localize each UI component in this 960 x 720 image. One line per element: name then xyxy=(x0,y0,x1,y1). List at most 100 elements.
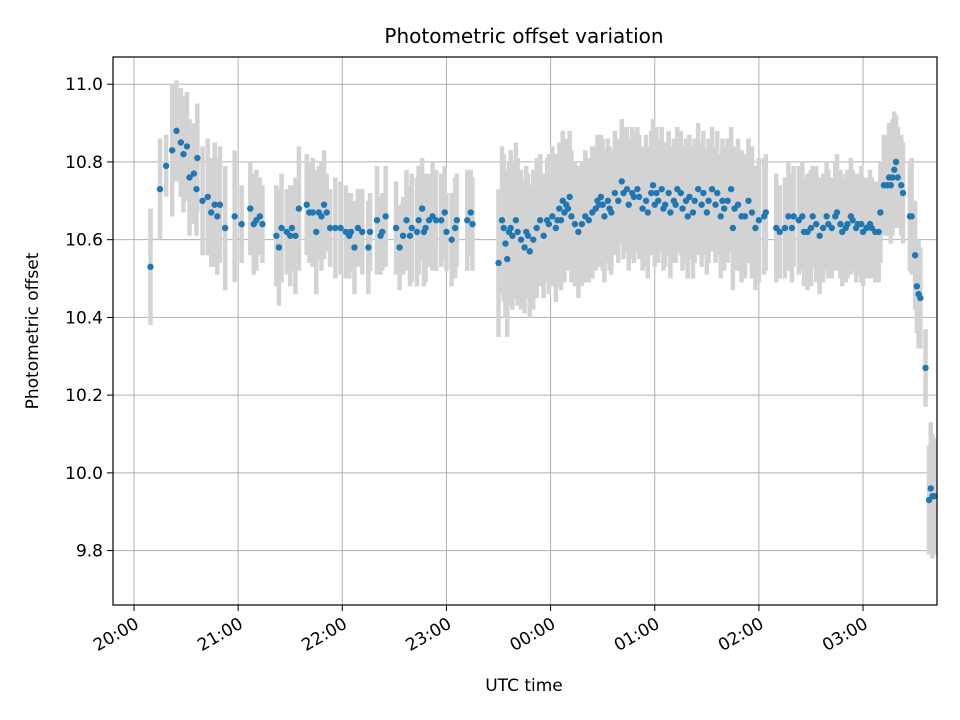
y-axis: 9.8 10.0 10.2 10.4 10.6 10.8 11.0 xyxy=(65,75,113,562)
data-point xyxy=(199,197,206,205)
data-point xyxy=(190,170,198,177)
data-point xyxy=(256,213,264,220)
data-point xyxy=(689,209,697,216)
data-point xyxy=(833,209,841,216)
data-point xyxy=(694,185,702,193)
data-point xyxy=(366,228,374,236)
data-point xyxy=(604,197,612,205)
data-point xyxy=(618,178,625,185)
data-point xyxy=(564,205,572,212)
data-point xyxy=(875,228,882,236)
data-point xyxy=(745,197,752,205)
data-point xyxy=(858,220,865,228)
x-axis-label: UTC time xyxy=(485,676,563,696)
data-point xyxy=(177,139,185,146)
data-point xyxy=(720,205,728,212)
data-point xyxy=(443,228,450,236)
data-point xyxy=(679,205,686,212)
data-point xyxy=(194,154,201,162)
data-point xyxy=(762,209,770,216)
data-point xyxy=(686,193,693,201)
data-point xyxy=(287,232,294,239)
plot-area-frame xyxy=(112,56,938,606)
data-point xyxy=(168,147,176,154)
data-point xyxy=(922,364,929,372)
data-points xyxy=(147,127,938,504)
data-point xyxy=(734,201,742,208)
data-point xyxy=(509,232,516,239)
x-tick-label: 22:00 xyxy=(298,614,350,656)
data-point xyxy=(597,193,605,201)
data-point xyxy=(347,228,355,236)
data-point xyxy=(259,220,266,228)
data-point xyxy=(752,224,759,232)
data-point xyxy=(216,201,224,208)
data-point xyxy=(193,185,200,193)
data-point xyxy=(231,213,238,220)
data-point xyxy=(755,217,763,224)
y-tick-label: 11.0 xyxy=(65,75,103,95)
y-tick-label: 10.2 xyxy=(65,386,103,406)
x-tick-label: 01:00 xyxy=(611,614,663,656)
data-point xyxy=(183,143,191,150)
data-point xyxy=(373,217,381,224)
data-point xyxy=(396,244,403,251)
data-point xyxy=(599,201,606,208)
y-axis-label: Photometric offset xyxy=(23,252,43,409)
data-point xyxy=(819,224,827,232)
data-point xyxy=(557,217,565,224)
data-point xyxy=(634,185,641,193)
data-point xyxy=(156,185,164,193)
data-point xyxy=(748,209,756,216)
data-point xyxy=(422,224,429,232)
data-point xyxy=(578,220,586,228)
data-point xyxy=(653,189,660,197)
data-point xyxy=(162,162,170,170)
data-point xyxy=(524,232,532,239)
data-point xyxy=(649,182,657,189)
data-point xyxy=(898,182,905,189)
data-point xyxy=(566,193,573,201)
data-point xyxy=(585,217,592,224)
data-point xyxy=(648,189,655,197)
data-point xyxy=(809,213,816,220)
data-point xyxy=(295,205,303,212)
data-point xyxy=(453,217,461,224)
data-point xyxy=(911,252,919,259)
data-point xyxy=(204,193,211,201)
error-bars xyxy=(148,80,937,559)
data-point xyxy=(278,224,285,232)
data-point xyxy=(521,244,528,251)
data-point xyxy=(318,213,325,220)
y-tick-label: 10.6 xyxy=(65,231,103,251)
data-point xyxy=(441,209,448,216)
data-point xyxy=(403,217,410,224)
data-point xyxy=(467,209,474,216)
data-point xyxy=(382,213,389,220)
data-point xyxy=(575,228,582,236)
data-point xyxy=(351,244,358,251)
data-point xyxy=(451,224,459,232)
data-point xyxy=(729,224,737,232)
data-point xyxy=(684,213,691,220)
data-point xyxy=(917,294,924,302)
data-point xyxy=(568,213,575,220)
data-point xyxy=(418,205,426,212)
data-point xyxy=(837,220,844,228)
x-tick-label: 02:00 xyxy=(715,614,767,656)
data-point xyxy=(741,213,749,220)
data-point xyxy=(545,220,553,228)
data-point xyxy=(221,224,229,232)
data-point xyxy=(623,185,631,193)
x-axis: 20:00 21:00 22:00 23:00 00:00 01:00 02:00 03:00 xyxy=(90,605,872,656)
data-point xyxy=(714,189,721,197)
data-point xyxy=(514,228,521,236)
data-point xyxy=(337,224,344,232)
gridlines xyxy=(113,57,937,605)
x-tick-label: 21:00 xyxy=(194,614,246,656)
data-point xyxy=(615,197,622,205)
data-point xyxy=(323,209,330,216)
data-point xyxy=(931,492,938,500)
data-point xyxy=(365,244,372,251)
